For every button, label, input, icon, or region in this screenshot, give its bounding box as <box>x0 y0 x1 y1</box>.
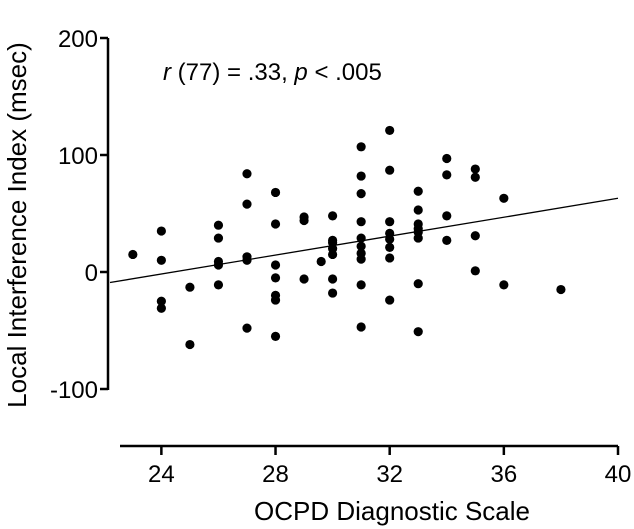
data-point <box>442 235 452 246</box>
data-point <box>385 165 395 175</box>
correlation-annotation: r (77) = .33, p < .005 <box>163 59 382 86</box>
data-point <box>185 339 195 350</box>
y-tick-label: 200 <box>58 26 98 53</box>
data-point <box>356 233 366 243</box>
data-point <box>413 327 423 337</box>
data-point <box>185 282 195 292</box>
data-point <box>328 249 338 260</box>
data-point <box>356 280 366 290</box>
data-point <box>356 142 366 152</box>
annotation-p: p <box>293 59 307 86</box>
data-point <box>213 260 224 270</box>
data-point <box>270 273 281 283</box>
x-tick-label: 36 <box>490 461 517 488</box>
data-point <box>499 193 509 203</box>
x-tick-label: 32 <box>376 461 403 488</box>
data-point <box>356 322 366 332</box>
x-tick-label: 40 <box>605 461 632 488</box>
data-point <box>356 217 366 227</box>
y-axis-label: Local Interference Index (msec) <box>2 42 32 408</box>
y-tick-label: -100 <box>50 377 98 404</box>
data-point <box>413 233 423 243</box>
data-point <box>442 170 452 180</box>
annotation-rest: < .005 <box>314 59 381 86</box>
data-point <box>385 234 395 244</box>
y-tick-label: 0 <box>85 260 98 287</box>
data-point <box>413 205 423 215</box>
y-axis-ticks: -100 0 100 200 <box>50 26 108 404</box>
x-axis-label: OCPD Diagnostic Scale <box>254 496 530 526</box>
data-point <box>499 280 509 290</box>
data-point <box>299 215 309 226</box>
data-point <box>413 186 423 196</box>
data-point <box>470 266 480 276</box>
data-point <box>156 255 166 265</box>
x-tick-label: 28 <box>262 461 289 488</box>
data-point <box>242 323 252 333</box>
data-point <box>328 238 338 248</box>
x-tick-label: 24 <box>148 461 175 488</box>
data-point <box>270 260 281 270</box>
data-point <box>213 220 224 230</box>
data-points <box>128 125 566 350</box>
data-point <box>156 296 166 306</box>
data-point <box>470 172 480 182</box>
data-point <box>242 255 252 265</box>
data-point <box>385 242 395 253</box>
data-point <box>270 187 281 198</box>
data-point <box>356 254 366 264</box>
data-point <box>385 295 395 305</box>
data-point <box>213 280 224 290</box>
data-point <box>385 253 395 263</box>
data-point <box>242 199 252 209</box>
data-point <box>299 274 309 284</box>
data-point <box>328 211 338 221</box>
data-point <box>316 256 326 267</box>
data-point <box>328 274 338 284</box>
data-point <box>270 331 281 341</box>
data-point <box>270 219 281 229</box>
data-point <box>128 249 138 260</box>
data-point <box>213 233 224 243</box>
y-tick-label: 100 <box>58 143 98 170</box>
annotation-df: (77) = .33, <box>178 59 295 86</box>
data-point <box>442 153 452 164</box>
data-point <box>470 231 480 241</box>
data-point <box>156 226 166 236</box>
data-point <box>356 171 366 181</box>
data-point <box>356 241 366 251</box>
data-point <box>556 284 566 295</box>
data-point <box>385 217 395 227</box>
data-point <box>242 169 252 179</box>
data-point <box>442 211 452 221</box>
data-point <box>413 279 423 289</box>
x-axis-ticks: 24 28 32 36 40 <box>148 446 631 488</box>
data-point <box>270 295 281 305</box>
data-point <box>356 189 366 199</box>
data-point <box>328 288 338 298</box>
data-point <box>470 164 480 174</box>
data-point <box>385 125 395 136</box>
annotation-r: r <box>163 59 172 86</box>
data-point <box>156 303 166 313</box>
